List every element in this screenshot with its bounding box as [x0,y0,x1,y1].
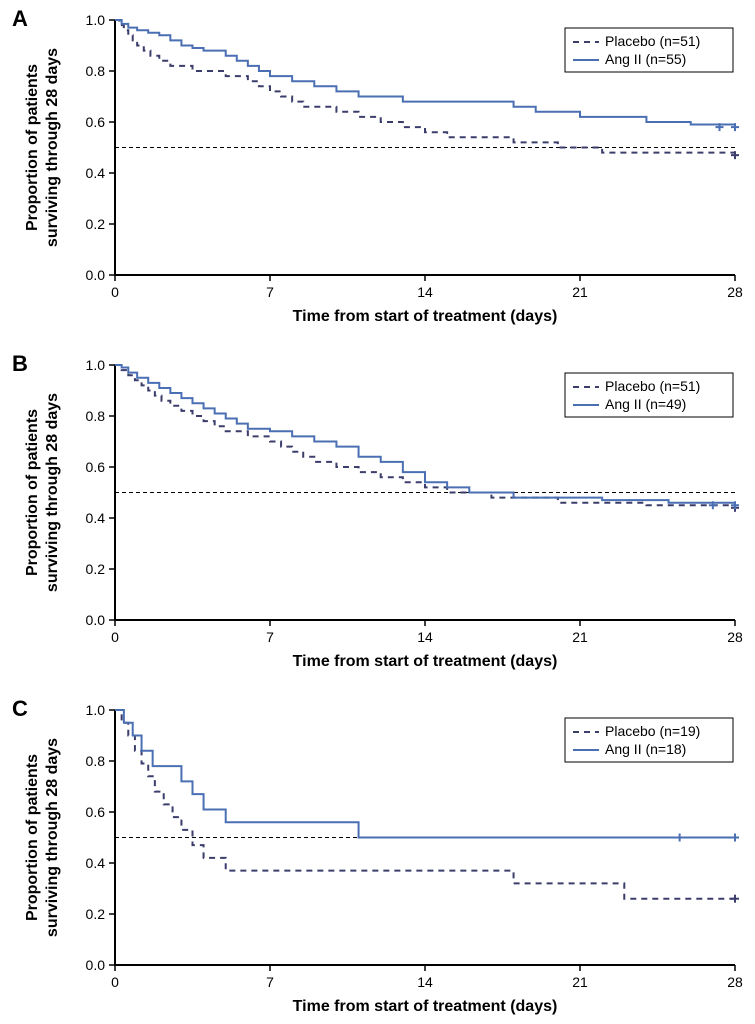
y-tick-label: 1.0 [86,702,106,718]
figure-page: A 0.0 0.2 0.4 0.6 0.8 1.0 0 7 14 21 28 Placebo (n=51… [0,0,755,1024]
x-tick-label: 28 [727,629,743,645]
x-axis-label: Time from start of treatment (days) [293,308,558,325]
panel-c: C 0.0 0.2 0.4 0.6 0.8 1.0 0 7 14 21 28 Placebo (n=19… [0,690,755,1024]
y-tick-label: 0.0 [86,957,106,973]
legend-label-placebo: Placebo (n=51) [605,33,700,49]
x-tick-label: 0 [111,284,119,300]
y-tick-label: 0.2 [86,216,106,232]
y-axis-label-line2: surviving through 28 days [44,738,61,937]
x-tick-label: 0 [111,974,119,990]
x-tick-label: 21 [572,974,588,990]
x-tick-label: 21 [572,629,588,645]
y-axis-label-line1: Proportion of patients [24,64,41,231]
y-tick-label: 0.0 [86,612,106,628]
x-tick-label: 7 [266,284,274,300]
y-tick-label: 0.6 [86,459,106,475]
y-tick-label: 0.4 [86,855,106,871]
x-tick-label: 14 [417,629,433,645]
x-tick-label: 7 [266,629,274,645]
y-tick-label: 0.6 [86,804,106,820]
y-tick-label: 0.4 [86,510,106,526]
x-tick-label: 14 [417,974,433,990]
x-axis-label: Time from start of treatment (days) [293,998,558,1015]
y-tick-label: 0.4 [86,165,106,181]
y-tick-label: 0.8 [86,753,106,769]
x-tick-label: 0 [111,629,119,645]
x-axis-label: Time from start of treatment (days) [293,653,558,670]
x-tick-label: 28 [727,974,743,990]
y-tick-label: 0.2 [86,906,106,922]
y-tick-label: 1.0 [86,12,106,28]
panel-label: B [12,351,28,377]
y-tick-label: 1.0 [86,357,106,373]
x-tick-label: 14 [417,284,433,300]
panel-label: A [12,6,28,32]
y-axis-label-line1: Proportion of patients [24,754,41,921]
y-tick-label: 0.0 [86,267,106,283]
y-axis-label-line1: Proportion of patients [24,409,41,576]
y-axis-label: Proportion of patientssurviving through … [24,738,61,937]
survival-plot: 0.0 0.2 0.4 0.6 0.8 1.0 0 7 14 21 28 Placebo (n=51)… [0,345,755,680]
y-tick-label: 0.6 [86,114,106,130]
y-tick-label: 0.2 [86,561,106,577]
x-tick-label: 7 [266,974,274,990]
y-tick-label: 0.8 [86,63,106,79]
survival-plot: 0.0 0.2 0.4 0.6 0.8 1.0 0 7 14 21 28 Placebo (n=19)… [0,690,755,1024]
legend-label-placebo: Placebo (n=51) [605,378,700,394]
y-tick-label: 0.8 [86,408,106,424]
x-tick-label: 28 [727,284,743,300]
survival-plot: 0.0 0.2 0.4 0.6 0.8 1.0 0 7 14 21 28 Placebo (n=51)… [0,0,755,335]
panel-b: B 0.0 0.2 0.4 0.6 0.8 1.0 0 7 14 21 28 Placebo (n=51… [0,345,755,680]
panel-label: C [12,696,28,722]
panel-a: A 0.0 0.2 0.4 0.6 0.8 1.0 0 7 14 21 28 Placebo (n=51… [0,0,755,335]
x-tick-label: 21 [572,284,588,300]
y-axis-label-line2: surviving through 28 days [44,393,61,592]
y-axis-label: Proportion of patientssurviving through … [24,393,61,592]
legend-label-angii: Ang II (n=49) [605,396,686,412]
y-axis-label: Proportion of patientssurviving through … [24,48,61,247]
legend-label-angii: Ang II (n=55) [605,51,686,67]
y-axis-label-line2: surviving through 28 days [44,48,61,247]
legend-label-angii: Ang II (n=18) [605,741,686,757]
legend-label-placebo: Placebo (n=19) [605,723,700,739]
